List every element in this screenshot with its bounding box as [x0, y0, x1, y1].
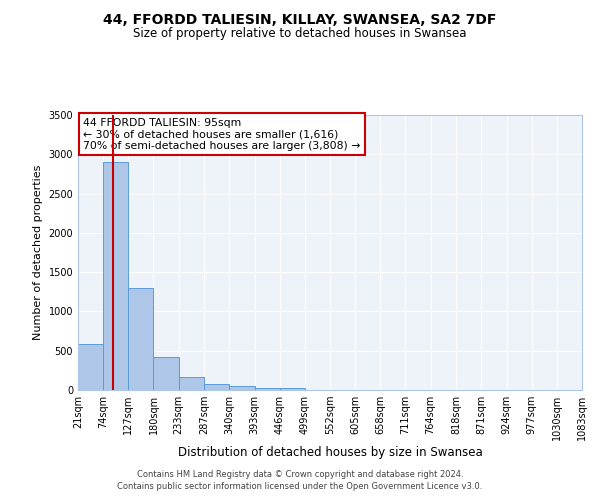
Bar [254, 388, 280, 390]
Bar [229, 386, 254, 390]
Bar [154, 357, 179, 390]
Bar [128, 288, 154, 390]
X-axis label: Distribution of detached houses by size in Swansea: Distribution of detached houses by size … [178, 446, 482, 458]
Text: Contains HM Land Registry data © Crown copyright and database right 2024.: Contains HM Land Registry data © Crown c… [137, 470, 463, 479]
Bar [103, 162, 128, 390]
Text: 44 FFORDD TALIESIN: 95sqm
← 30% of detached houses are smaller (1,616)
70% of se: 44 FFORDD TALIESIN: 95sqm ← 30% of detac… [83, 118, 361, 151]
Bar [204, 384, 229, 390]
Text: Size of property relative to detached houses in Swansea: Size of property relative to detached ho… [133, 28, 467, 40]
Bar [78, 344, 103, 390]
Bar [280, 388, 305, 390]
Y-axis label: Number of detached properties: Number of detached properties [33, 165, 43, 340]
Bar [179, 376, 204, 390]
Text: 44, FFORDD TALIESIN, KILLAY, SWANSEA, SA2 7DF: 44, FFORDD TALIESIN, KILLAY, SWANSEA, SA… [103, 12, 497, 26]
Text: Contains public sector information licensed under the Open Government Licence v3: Contains public sector information licen… [118, 482, 482, 491]
